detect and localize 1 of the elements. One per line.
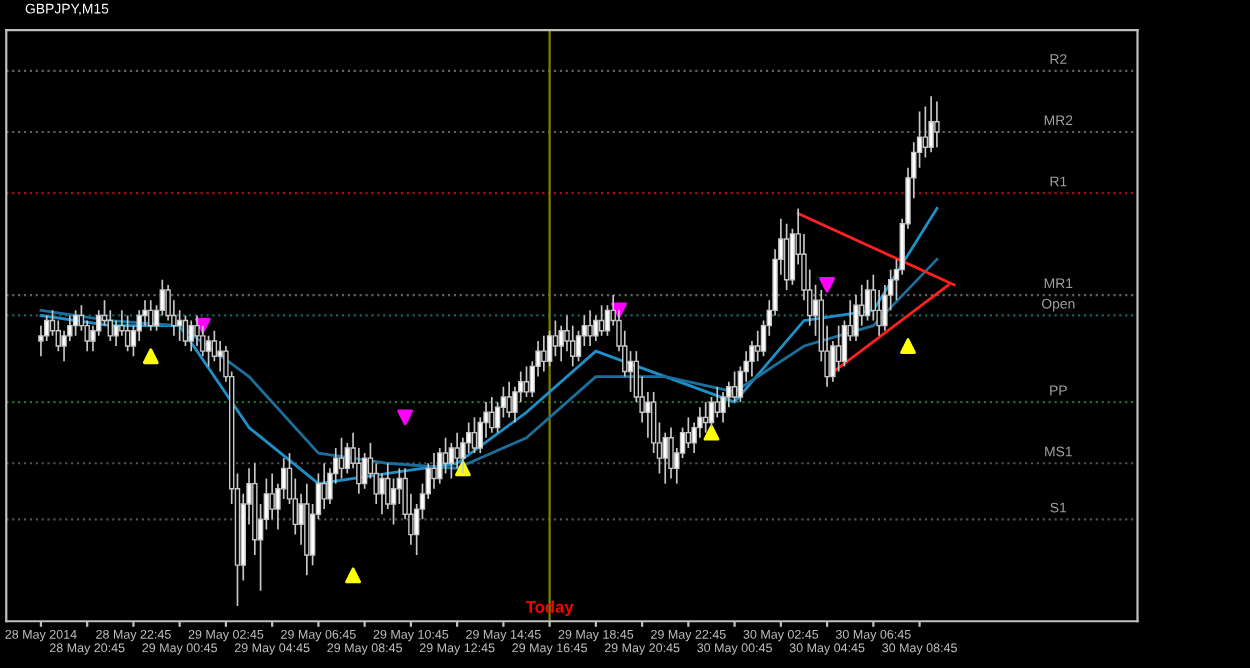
ref-line-label: Today (525, 600, 574, 617)
